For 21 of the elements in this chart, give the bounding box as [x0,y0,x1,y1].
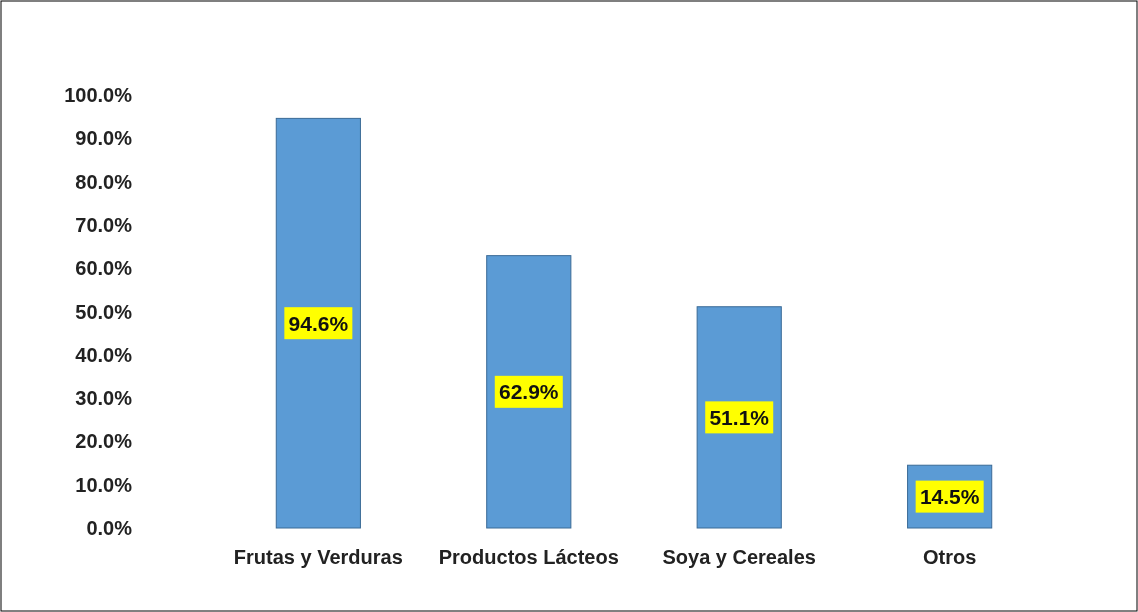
y-tick-label: 60.0% [75,257,133,280]
y-tick-label: 70.0% [75,213,133,236]
bar [486,255,572,529]
data-label: 14.5% [919,484,980,508]
x-tick-label: Soya y Cereales [662,546,816,568]
y-tick-label: 30.0% [75,387,133,410]
y-tick-label: 100.0% [64,84,133,106]
y-tick-label: 40.0% [75,343,133,366]
x-tick-label: Productos Lácteos [438,546,619,568]
data-label: 62.9% [499,380,559,404]
y-tick-label: 90.0% [75,127,133,150]
y-tick-label: 10.0% [75,473,133,496]
y-tick-label: 50.0% [75,300,133,323]
bar [275,117,361,529]
data-label: 51.1% [709,405,770,429]
x-tick-label: Otros [922,546,977,568]
x-tick-label: Frutas y Verduras [233,546,403,568]
y-tick-label: 20.0% [75,430,133,453]
data-label: 94.6% [288,311,349,335]
y-tick-label: 80.0% [75,170,133,193]
y-tick-label: 0.0% [86,517,133,539]
